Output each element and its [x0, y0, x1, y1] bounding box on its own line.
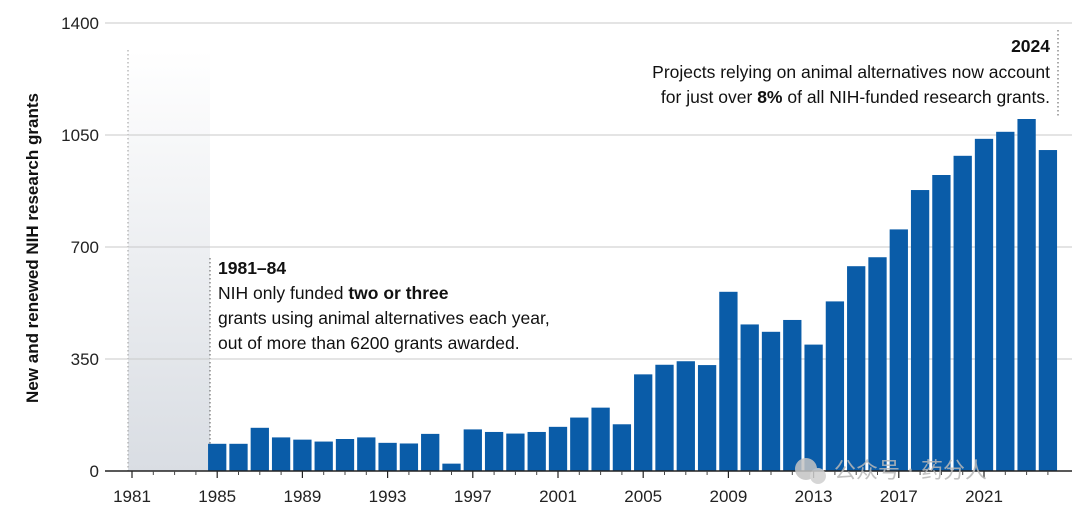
bar-2003 [591, 407, 610, 471]
x-tick-label-1997: 1997 [454, 487, 492, 506]
bar-2020 [953, 155, 972, 472]
bar-2021 [974, 138, 994, 471]
annotation-2024: 2024 Projects relying on animal alternat… [652, 36, 1050, 107]
bar-1990 [314, 441, 333, 471]
annotation-1981-84-line3: out of more than 6200 grants awarded. [218, 333, 520, 353]
bar-2002 [570, 417, 589, 471]
shaded-period-1981-84 [128, 50, 210, 471]
bar-2007 [676, 361, 695, 471]
bar-1985 [208, 443, 227, 471]
annotation-2024-line2-plain: for just over [661, 87, 757, 107]
bar-2013 [804, 344, 823, 471]
bar-2008 [697, 365, 717, 471]
bar-2006 [655, 364, 674, 471]
bar-2005 [634, 374, 653, 471]
bar-1989 [293, 439, 312, 471]
annotation-2024-line1: Projects relying on animal alternatives … [652, 62, 1050, 82]
annotation-2024-line2-rest: of all NIH-funded research grants. [783, 87, 1051, 107]
bar-2012 [783, 319, 802, 471]
y-tick-label-350: 350 [71, 350, 99, 369]
bars [208, 119, 1058, 472]
annotation-1981-84: 1981–84 NIH only funded two or three gra… [218, 258, 550, 353]
bar-2023 [1017, 119, 1036, 471]
bar-2016 [868, 257, 887, 471]
y-axis-label: New and renewed NIH research grants [23, 93, 42, 403]
bar-1991 [335, 439, 355, 471]
x-tick-label-1985: 1985 [198, 487, 236, 506]
bar-2015 [847, 266, 866, 471]
x-tick-label-2005: 2005 [624, 487, 662, 506]
watermark: 公众号 · 药分人 [795, 458, 987, 484]
bar-1994 [399, 443, 419, 471]
annotation-1981-84-line1-bold: two or three [348, 283, 448, 303]
bar-1996 [442, 463, 461, 471]
bar-1997 [463, 429, 482, 471]
bar-2001 [548, 426, 568, 471]
annotation-1981-84-line2: grants using animal alternatives each ye… [218, 308, 550, 328]
x-axis-ticks: 1981 1985 1989 1993 1997 2001 2005 2009 2013 2017… [113, 471, 1049, 506]
bar-2024 [1038, 150, 1058, 472]
bar-1995 [421, 433, 440, 471]
x-tick-label-2001: 2001 [539, 487, 577, 506]
bar-2011 [761, 331, 781, 471]
annotation-1981-84-title: 1981–84 [218, 258, 286, 278]
wechat-icon-small [810, 468, 826, 484]
bar-2009 [719, 291, 738, 471]
gridlines [105, 22, 1072, 360]
bar-1993 [378, 442, 397, 471]
bar-1987 [250, 427, 269, 471]
bar-1986 [229, 443, 248, 471]
bar-1988 [271, 437, 291, 471]
bar-1992 [357, 437, 376, 471]
bar-2019 [932, 175, 951, 471]
bar-1999 [506, 433, 525, 471]
y-tick-label-1400: 1400 [61, 14, 99, 33]
y-tick-label-1050: 1050 [61, 126, 99, 145]
bar-2018 [910, 190, 930, 472]
bar-2004 [612, 424, 632, 471]
x-tick-label-2017: 2017 [880, 487, 918, 506]
x-tick-label-2013: 2013 [795, 487, 833, 506]
bar-1998 [484, 431, 504, 471]
annotation-2024-title: 2024 [1011, 36, 1050, 56]
annotation-1981-84-line1-plain: NIH only funded [218, 283, 348, 303]
bar-2000 [527, 431, 546, 471]
annotation-2024-line2-bold: 8% [757, 87, 783, 107]
y-tick-label-0: 0 [90, 462, 99, 481]
bar-2022 [996, 131, 1015, 472]
bar-2017 [889, 229, 908, 471]
y-axis-ticks: 0 350 700 1050 1400 [61, 14, 99, 481]
annotation-1981-84-line1: NIH only funded two or three [218, 283, 449, 303]
x-tick-label-1981: 1981 [113, 487, 151, 506]
bar-2010 [740, 324, 759, 471]
x-tick-label-1993: 1993 [369, 487, 407, 506]
x-tick-label-2009: 2009 [709, 487, 747, 506]
watermark-text: 公众号 · 药分人 [834, 459, 987, 484]
x-tick-label-1989: 1989 [283, 487, 321, 506]
bar-2014 [825, 301, 845, 471]
x-tick-label-2021: 2021 [965, 487, 1003, 506]
y-tick-label-700: 700 [71, 238, 99, 257]
annotation-2024-line2: for just over 8% of all NIH-funded resea… [661, 87, 1050, 107]
